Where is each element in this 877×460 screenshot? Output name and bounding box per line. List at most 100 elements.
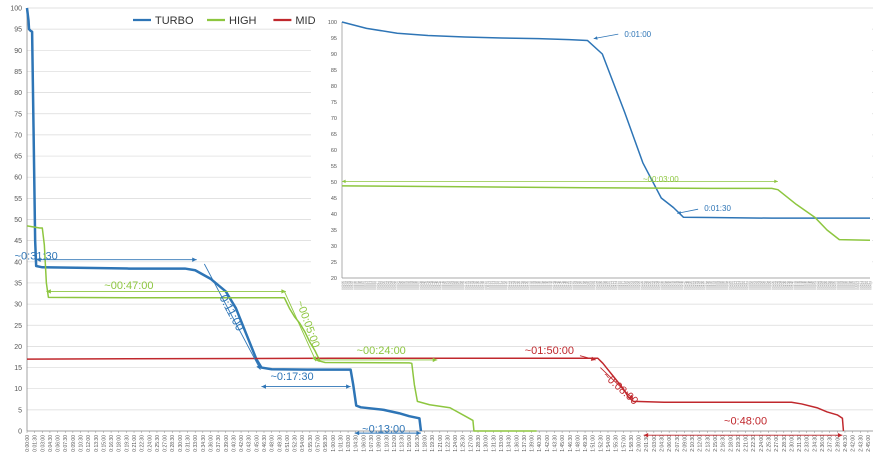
series-line-mid [26,357,845,432]
inset-x-tick-label: 0:00:33 [408,280,412,289]
inset-x-tick-label: 0:00:22 [386,280,390,289]
x-tick-label: 2:37:30 [828,435,834,452]
inset-x-tick-label: 0:03:07 [723,280,727,289]
inset-x-tick-label: 0:00:01 [343,280,347,289]
inset-x-tick-label: 0:04:02 [836,280,840,289]
inset-x-tick-label: 0:02:17 [621,280,625,289]
annotation-arrowhead [416,430,421,436]
inset-x-tick-label: 0:02:00 [586,280,590,289]
x-tick-label: 0:12:00 [86,435,92,452]
x-tick-label: 0:28:30 [170,435,176,452]
x-tick-label: 1:58:30 [629,435,635,452]
x-tick-label: 0:06:00 [56,435,62,452]
annotation-label: ~0:31:30 [15,251,58,263]
inset-x-tick-label: 0:02:55 [699,280,703,289]
inset-x-tick-label: 0:01:56 [578,280,582,289]
x-tick-label: 1:04:30 [354,435,360,452]
inset-x-tick-label: 0:02:23 [633,280,637,289]
inset-x-tick-label: 0:01:14 [492,280,496,289]
inset-y-tick-label: 90 [331,52,337,58]
annotation-arrowhead [590,356,596,361]
inset-x-tick-label: 0:03:43 [797,280,801,289]
annotation-arrowhead [432,357,438,363]
inset-x-tick-label: 0:04:11 [854,280,858,289]
x-tick-label: 2:07:30 [675,435,681,452]
inset-x-tick-label: 0:01:57 [580,280,584,289]
inset-x-tick-label: 0:03:14 [738,280,742,289]
inset-x-tick-label: 0:01:10 [484,280,488,289]
inset-x-tick-label: 0:01:12 [488,280,492,289]
x-tick-label: 0:00:00 [25,435,31,452]
inset-x-tick-label: 0:03:36 [783,280,787,289]
x-tick-label: 1:18:00 [423,435,429,452]
inset-x-tick-label: 0:00:19 [379,280,383,289]
legend-label: HIGH [229,15,257,27]
x-tick-label: 2:01:30 [644,435,650,452]
x-tick-label: 0:13:30 [94,435,100,452]
inset-x-tick-label: 0:02:05 [596,280,600,289]
inset-x-tick-label: 0:01:20 [504,280,508,289]
y-tick-label: 40 [14,259,22,266]
inset-x-tick-label: 0:03:16 [742,280,746,289]
y-tick-label: 30 [14,302,22,309]
inset-x-tick-label: 0:00:08 [357,280,361,289]
x-tick-label: 1:22:30 [445,435,451,452]
inset-x-tick-label: 0:02:39 [666,280,670,289]
inset-x-tick-label: 0:02:57 [703,280,707,289]
x-tick-label: 0:09:00 [71,435,77,452]
x-tick-label: 1:09:00 [377,435,383,452]
inset-x-tick-label: 0:02:15 [617,280,621,289]
inset-annotation-label: ~00:03:00 [643,175,679,184]
inset-x-tick-label: 0:03:22 [754,280,758,289]
inset-x-tick-label: 0:00:28 [398,280,402,289]
inset-x-tick-label: 0:00:35 [412,280,416,289]
inset-x-tick-label: 0:01:17 [498,280,502,289]
inset-x-tick-label: 0:00:53 [449,280,453,289]
x-tick-label: 0:30:00 [178,435,184,452]
inset-x-tick-label: 0:00:31 [404,280,408,289]
inset-x-tick-label: 0:02:14 [615,280,619,289]
x-tick-label: 0:33:00 [193,435,199,452]
inset-x-tick-label: 0:02:19 [625,280,629,289]
inset-x-tick-label: 0:03:11 [731,280,735,289]
inset-x-tick-label: 0:02:03 [592,280,596,289]
y-tick-label: 55 [14,196,22,203]
inset-y-tick-label: 30 [331,244,337,250]
inset-x-tick-label: 0:01:40 [545,280,549,289]
x-tick-label: 1:46:30 [568,435,574,452]
x-tick-label: 2:19:30 [736,435,742,452]
inset-y-tick-label: 50 [331,180,337,186]
inset-x-tick-label: 0:01:37 [539,280,543,289]
inset-x-tick-label: 0:01:07 [478,280,482,289]
x-tick-label: 1:31:30 [491,435,497,452]
inset-x-tick-label: 0:01:13 [490,280,494,289]
inset-x-tick-label: 0:04:09 [850,280,854,289]
x-tick-label: 0:43:30 [247,435,253,452]
inset-x-tick-label: 0:00:16 [373,280,377,289]
x-tick-label: 0:16:30 [109,435,115,452]
inset-y-tick-label: 100 [328,20,337,26]
inset-series-line-turbo [341,21,870,219]
inset-x-tick-label: 0:03:06 [721,280,725,289]
inset-x-tick-label: 0:04:07 [846,280,850,289]
inset-annotation-label: 0:01:00 [624,30,651,39]
inset-series-line-high [341,185,871,241]
inset-x-tick-label: 0:03:17 [744,280,748,289]
inset-x-tick-label: 0:02:48 [684,280,688,289]
inset-x-tick-label: 0:03:26 [762,280,766,289]
inset-x-tick-label: 0:00:21 [383,280,387,289]
inset-x-tick-label: 0:01:45 [555,280,559,289]
inset-x-tick-label: 0:03:01 [711,280,715,289]
inset-annotation-arrowhead [774,179,778,184]
x-tick-label: 1:48:00 [575,435,581,452]
x-tick-label: 2:22:30 [751,435,757,452]
annotation-arrowhead [354,430,360,436]
inset-x-tick-label: 0:00:07 [355,280,359,289]
y-tick-label: 85 [14,69,22,76]
inset-x-tick-label: 0:01:47 [559,280,563,289]
inset-x-tick-label: 0:02:01 [588,280,592,289]
x-tick-label: 0:25:30 [155,435,161,452]
inset-x-tick-label: 0:02:11 [609,280,613,289]
inset-y-tick-label: 75 [331,100,337,106]
